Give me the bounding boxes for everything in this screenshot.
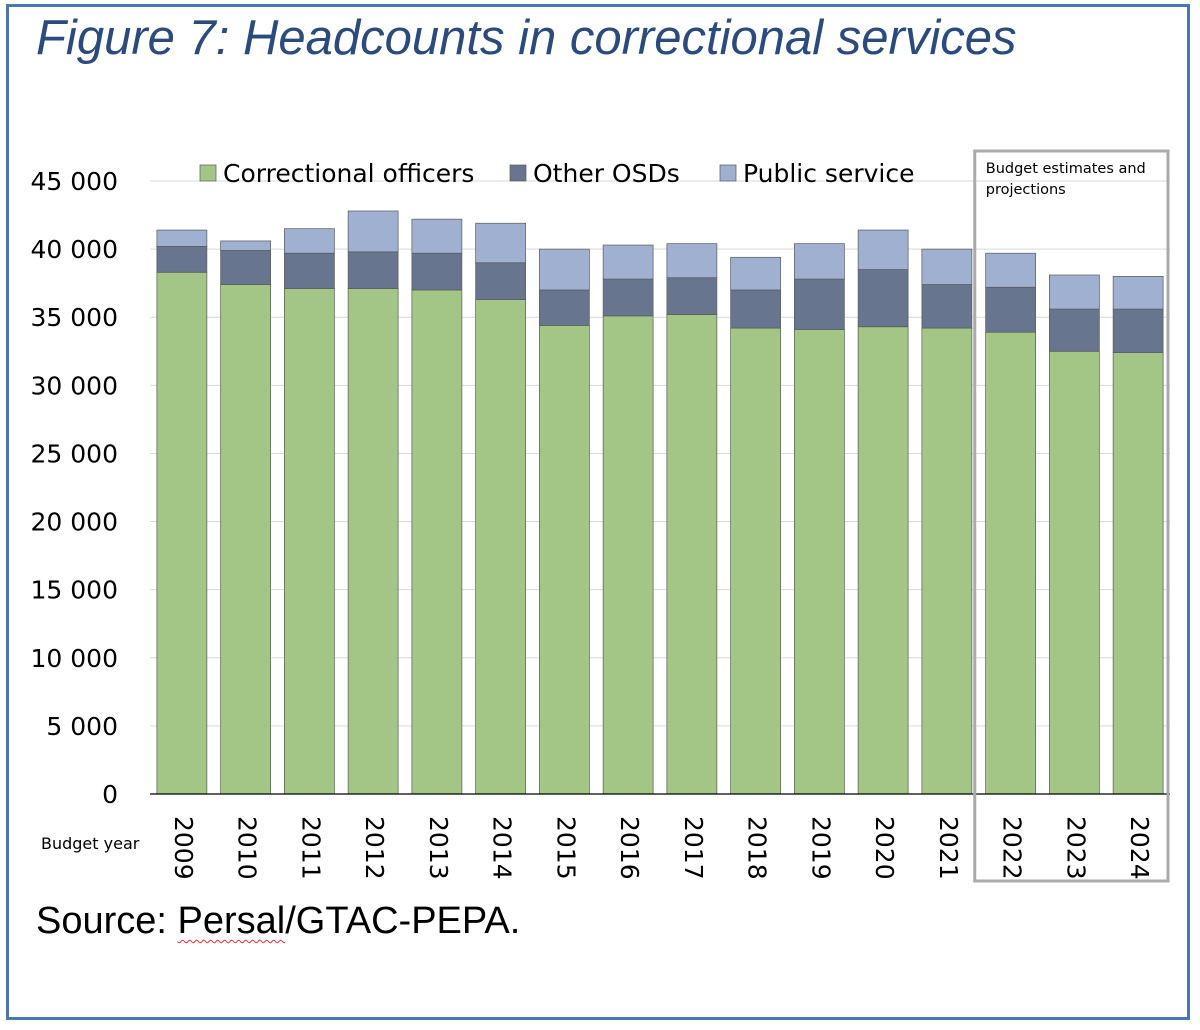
bar-2015-series-0: [539, 325, 590, 795]
bar-2014-series-1: [475, 262, 526, 300]
bar-2018-series-2: [730, 256, 781, 291]
bar-2020-series-1: [857, 269, 909, 328]
x-tick-label: 2020: [870, 816, 899, 880]
y-tick-label: 45 000: [31, 167, 118, 196]
annotation-line-0: Budget estimates and: [986, 161, 1146, 177]
bar-2024-series-0: [1112, 352, 1164, 795]
y-tick-label: 35 000: [31, 303, 118, 332]
bar-2014-series-2: [475, 222, 526, 264]
bar-2017-series-0: [666, 314, 718, 795]
bar-2023-series-1: [1049, 308, 1100, 352]
bar-2014-series-0: [475, 299, 526, 795]
x-tick-label: 2021: [934, 816, 963, 880]
annotation-line-1: projections: [986, 182, 1066, 198]
bar-2012-series-1: [347, 251, 399, 289]
bar-2016-series-0: [602, 315, 654, 795]
legend-swatch: [719, 164, 737, 182]
bar-2010-series-0: [220, 284, 271, 795]
bar-2022-series-1: [985, 286, 1036, 333]
bar-2023-series-2: [1049, 274, 1100, 310]
bar-2015-series-2: [539, 248, 590, 291]
source-persal: Persal: [177, 900, 286, 942]
y-tick-label: 25 000: [31, 439, 118, 468]
bar-2021-series-0: [921, 327, 973, 795]
bar-2023-series-0: [1049, 350, 1100, 795]
bar-2022-series-0: [985, 331, 1036, 795]
projection-box: [973, 149, 1170, 883]
bars: [156, 210, 1164, 795]
bar-2022-series-2: [985, 252, 1036, 288]
bar-2019-series-2: [794, 243, 845, 280]
x-tick-label: 2019: [806, 816, 835, 880]
legend-label: Public service: [743, 159, 914, 188]
y-tick-label: 40 000: [31, 235, 118, 264]
bar-2013-series-1: [411, 252, 463, 291]
bar-2015-series-1: [539, 289, 590, 326]
bar-2020-series-0: [857, 326, 909, 795]
x-tick-label: 2011: [296, 816, 325, 880]
figure-title: Figure 7: Headcounts in correctional ser…: [36, 11, 1017, 65]
bar-2012-series-2: [347, 210, 399, 253]
legend-item-2: Public service: [719, 159, 914, 188]
legend-label: Other OSDs: [533, 159, 680, 188]
x-tick-label: 2015: [551, 816, 580, 880]
x-tick-label: 2013: [424, 816, 453, 880]
source-suffix: /GTAC-PEPA.: [285, 900, 521, 942]
bar-2009-series-2: [156, 229, 208, 247]
x-tick-label: 2012: [360, 816, 389, 880]
bar-2017-series-2: [666, 243, 718, 279]
bar-2010-series-1: [220, 250, 271, 285]
bar-2017-series-1: [666, 277, 718, 315]
bar-2011-series-2: [284, 228, 335, 254]
legend-item-0: Correctional officers: [199, 159, 474, 188]
x-tick-label: 2018: [743, 816, 772, 880]
x-tick-label: 2022: [998, 816, 1027, 880]
bar-2021-series-1: [921, 284, 973, 329]
bar-2011-series-0: [284, 288, 335, 795]
bar-2024-series-1: [1112, 308, 1164, 353]
bar-2016-series-2: [602, 244, 654, 280]
bar-2019-series-0: [794, 329, 845, 795]
bar-2024-series-2: [1112, 276, 1164, 310]
bar-2016-series-1: [602, 278, 654, 317]
x-tick-label: 2023: [1061, 816, 1090, 880]
legend-swatch: [509, 164, 527, 182]
x-tick-labels: 2009 2010 2011 2012 2013 2014 2015 2016 2017 2018…: [169, 816, 1154, 880]
legend: Correctional officers Other OSDs Public se…: [199, 159, 914, 188]
bar-2009-series-0: [156, 271, 208, 795]
x-tick-label: 2017: [679, 816, 708, 880]
y-tick-label: 10 000: [31, 644, 118, 673]
source-prefix: Source:: [36, 900, 178, 942]
legend-item-1: Other OSDs: [509, 159, 680, 188]
x-tick-label: 2009: [169, 816, 198, 880]
y-tick-label: 0: [102, 780, 118, 809]
legend-label: Correctional officers: [223, 159, 474, 188]
bar-2018-series-1: [730, 289, 781, 329]
bar-2010-series-2: [220, 240, 271, 251]
x-tick-label: 2010: [233, 816, 262, 880]
bar-2013-series-0: [411, 289, 463, 795]
y-tick-label: 30 000: [31, 371, 118, 400]
bar-2012-series-0: [347, 288, 399, 795]
legend-swatch: [199, 164, 217, 182]
x-tick-label: 2016: [615, 816, 644, 880]
bar-2013-series-2: [411, 218, 463, 254]
y-tick-labels: 0 5 000 10 000 15 000 20 000 25 000 30 000 35 0…: [31, 167, 118, 809]
source-note: Source: Persal/GTAC-PEPA.: [36, 900, 520, 943]
bar-2009-series-1: [156, 246, 208, 273]
x-axis-label: Budget year: [41, 834, 140, 853]
projection-annotation: Budget estimates and projections: [973, 149, 1170, 883]
bar-2019-series-1: [794, 278, 845, 330]
bar-2020-series-2: [857, 229, 909, 270]
y-tick-label: 15 000: [31, 576, 118, 605]
y-tick-label: 20 000: [31, 508, 118, 537]
x-tick-label: 2024: [1125, 816, 1154, 880]
bar-2021-series-2: [921, 248, 973, 285]
y-tick-label: 5 000: [46, 712, 118, 741]
x-tick-label: 2014: [488, 816, 517, 880]
bar-2011-series-1: [284, 252, 335, 289]
bar-2018-series-0: [730, 327, 781, 795]
